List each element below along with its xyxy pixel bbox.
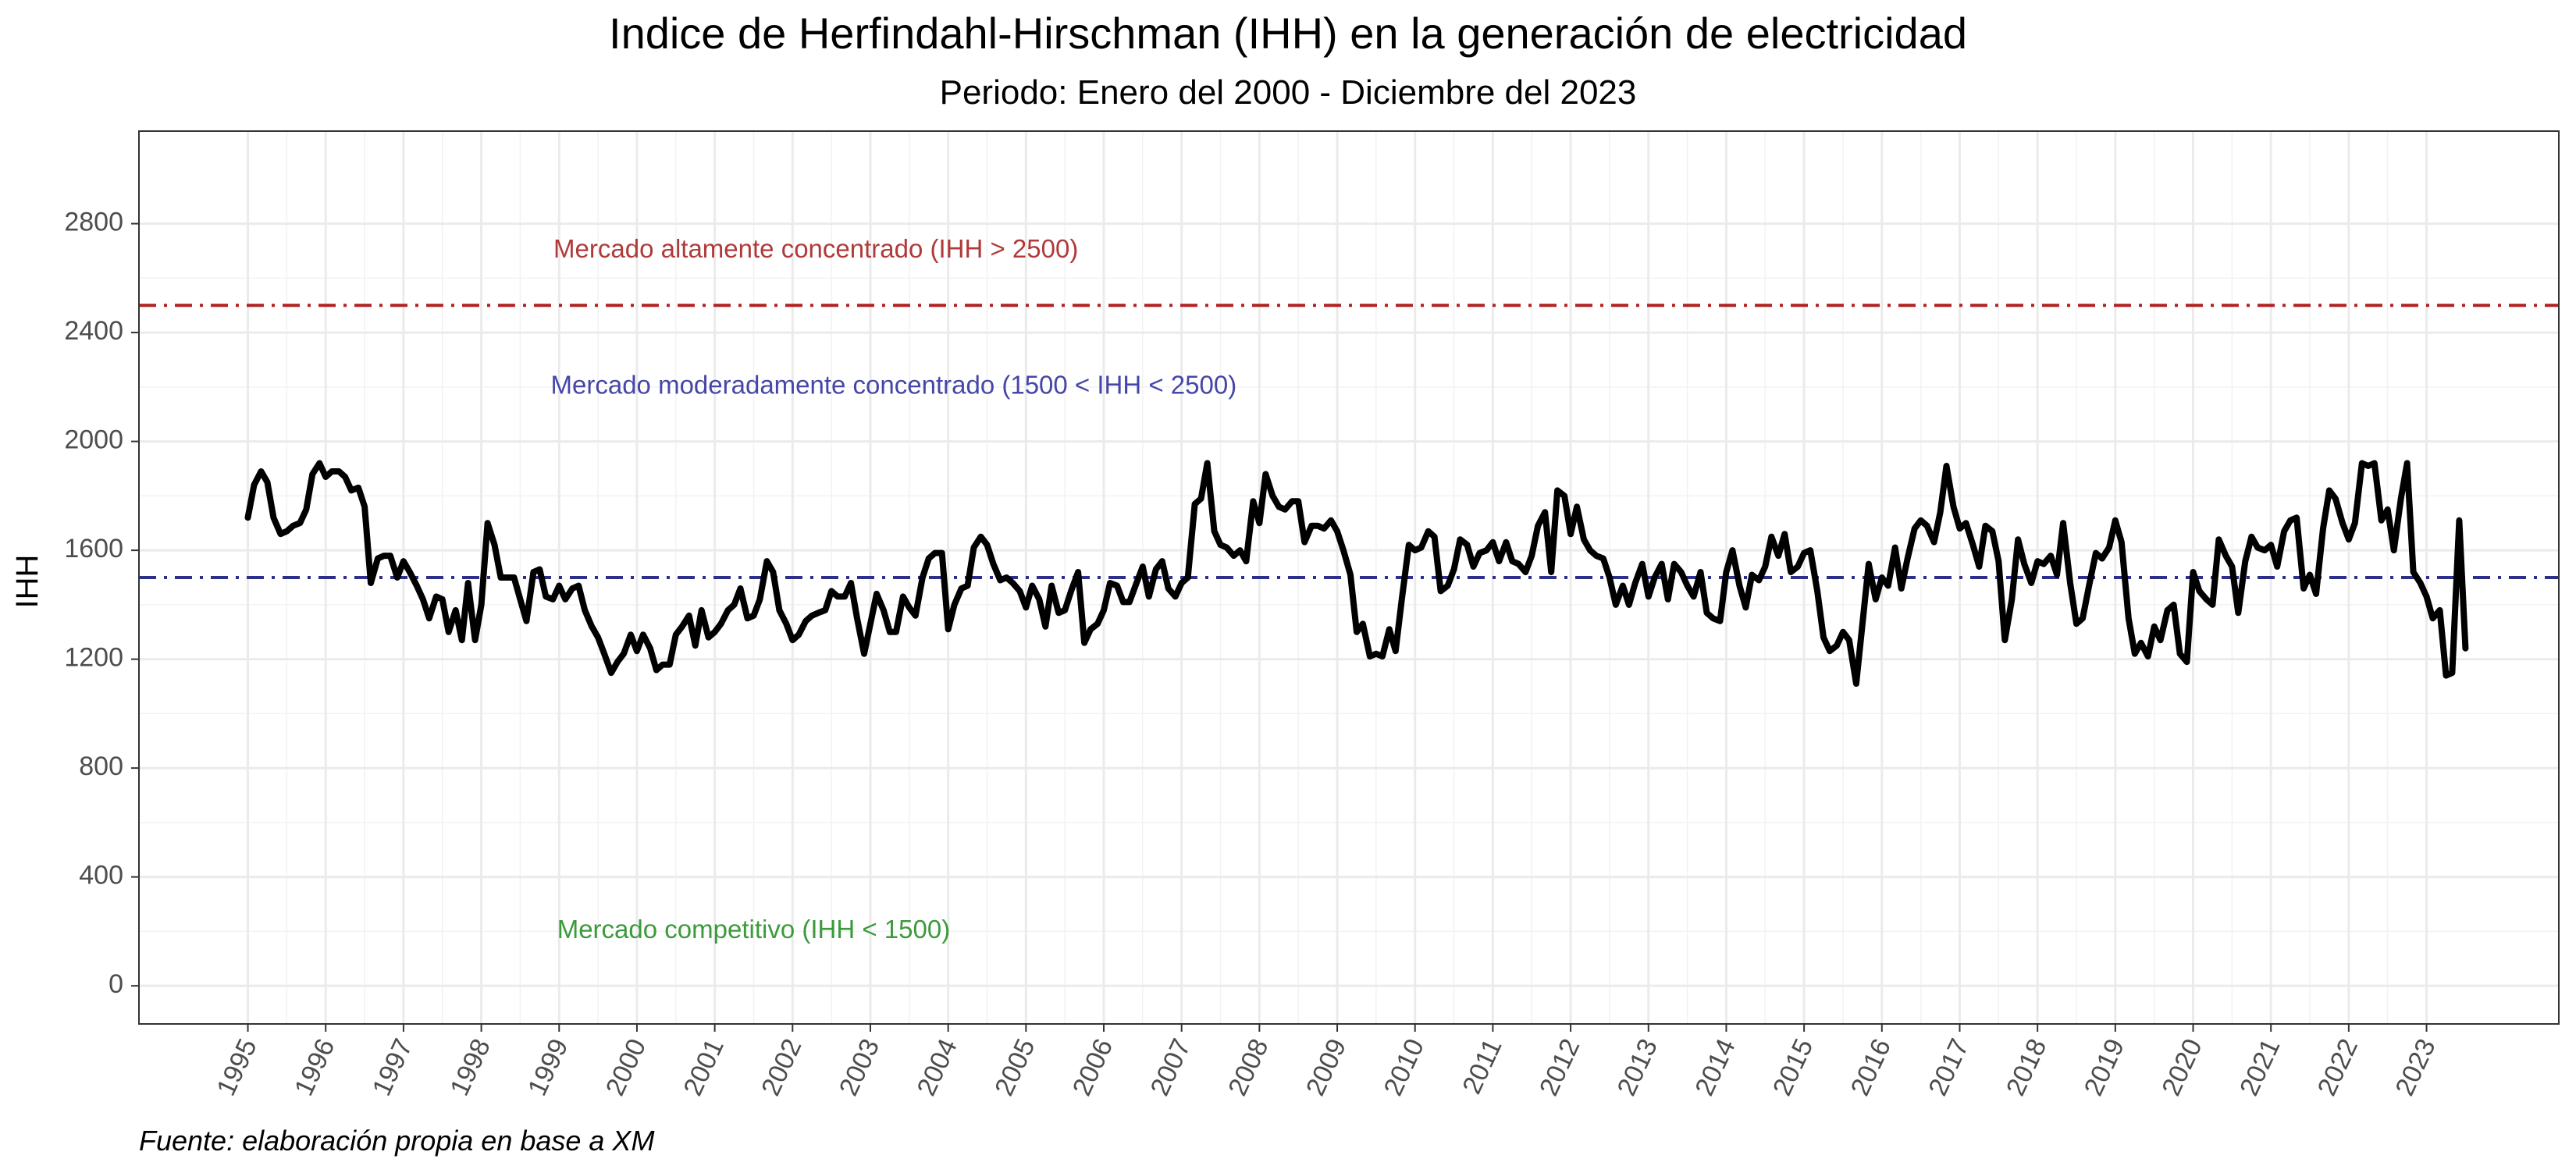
annotation-2: Mercado competitivo (IHH < 1500) — [557, 915, 950, 944]
y-tick-label: 2000 — [64, 425, 123, 455]
series — [244, 460, 2469, 687]
series-line-0 — [244, 460, 2469, 687]
x-tick-label: 2014 — [1689, 1034, 1741, 1100]
x-tick-label: 2023 — [2389, 1034, 2441, 1100]
x-tick-label: 2004 — [911, 1034, 962, 1100]
x-tick-label: 2008 — [1222, 1034, 1274, 1100]
y-tick-label: 400 — [79, 861, 123, 890]
x-tick-label: 2011 — [1457, 1034, 1507, 1098]
y-tick-label: 1600 — [64, 534, 123, 563]
annotation-0: Mercado altamente concentrado (IHH > 250… — [553, 234, 1078, 263]
y-tick-label: 0 — [109, 969, 123, 999]
x-tick-label: 2016 — [1845, 1034, 1897, 1100]
chart-title: Indice de Herfindahl-Hirschman (IHH) en … — [609, 9, 1967, 58]
x-tick-label: 2021 — [2234, 1034, 2286, 1100]
x-tick-label: 2018 — [2001, 1034, 2052, 1100]
y-tick-label: 2800 — [64, 208, 123, 237]
y-axis-label: IHH — [10, 555, 44, 609]
x-tick-label: 2006 — [1067, 1034, 1119, 1100]
x-tick-label: 2003 — [834, 1034, 885, 1100]
x-tick-label: 2012 — [1534, 1034, 1585, 1100]
source-caption: Fuente: elaboración propia en base a XM — [139, 1125, 654, 1157]
x-tick-label: 1998 — [444, 1034, 496, 1100]
y-axis: 0 400 800 1200 1600 2000 2400 2800 — [64, 208, 139, 999]
annotation-1: Mercado moderadamente concentrado (1500 … — [551, 371, 1237, 400]
x-tick-label: 2002 — [756, 1034, 807, 1100]
x-tick-label: 2022 — [2312, 1034, 2364, 1100]
x-tick-label: 2019 — [2079, 1034, 2130, 1100]
x-tick-label: 2000 — [600, 1034, 652, 1100]
x-axis: 1995 1996 1997 1998 1999 2000 2001 2002 2003 2004… — [211, 1024, 2442, 1100]
x-tick-label: 1997 — [367, 1034, 418, 1100]
y-tick-label: 800 — [79, 752, 123, 781]
x-tick-label: 2010 — [1379, 1034, 1430, 1100]
x-tick-label: 1999 — [522, 1034, 574, 1100]
y-tick-label: 2400 — [64, 316, 123, 346]
plot-panel-border — [138, 130, 2560, 1025]
x-tick-label: 1996 — [289, 1034, 340, 1100]
x-tick-label: 2013 — [1612, 1034, 1663, 1100]
x-tick-label: 2001 — [678, 1034, 729, 1100]
x-tick-label: 2005 — [989, 1034, 1041, 1100]
x-tick-label: 2015 — [1767, 1034, 1819, 1100]
chart-subtitle: Periodo: Enero del 2000 - Diciembre del … — [940, 73, 1637, 112]
x-tick-label: 2007 — [1145, 1034, 1197, 1100]
x-tick-label: 2017 — [1923, 1034, 1974, 1100]
x-tick-label: 2009 — [1300, 1034, 1352, 1100]
x-tick-label: 1995 — [211, 1034, 262, 1100]
annotations: Mercado altamente concentrado (IHH > 250… — [551, 234, 1237, 944]
y-tick-label: 1200 — [64, 643, 123, 673]
x-tick-label: 2020 — [2156, 1034, 2208, 1100]
